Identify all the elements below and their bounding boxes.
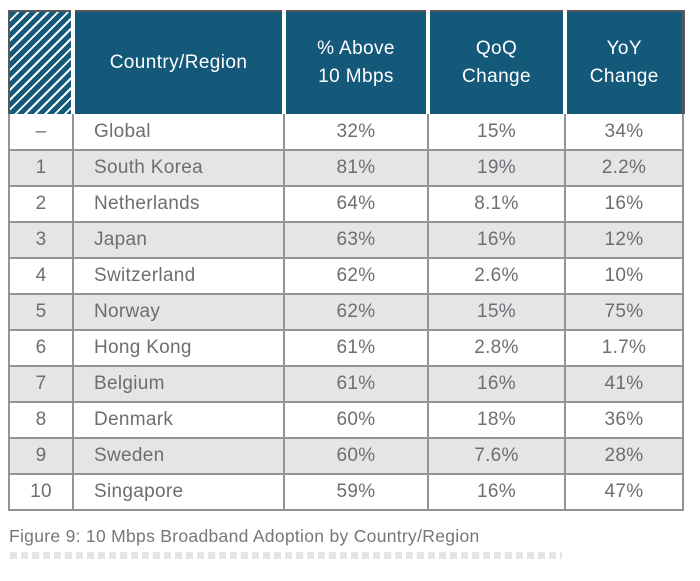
- rank-cell: 8: [8, 401, 74, 439]
- above-cell: 62%: [283, 293, 429, 331]
- yoy-cell: 75%: [564, 293, 684, 331]
- rank-cell: 2: [8, 185, 74, 223]
- country-cell: Denmark: [72, 401, 285, 439]
- qoq-cell: 16%: [427, 473, 566, 511]
- qoq-cell: 8.1%: [427, 185, 566, 223]
- qoq-cell: 15%: [427, 114, 566, 151]
- broadband-adoption-table: Country/Region % Above 10 Mbps QoQ Chang…: [8, 10, 685, 511]
- rank-cell: 6: [8, 329, 74, 367]
- table-row: 1 South Korea 81% 19% 2.2%: [8, 149, 684, 187]
- table-row: 4 Switzerland 62% 2.6% 10%: [8, 257, 684, 295]
- qoq-cell: 2.8%: [427, 329, 566, 367]
- rank-cell: 9: [8, 437, 74, 475]
- yoy-cell: 34%: [564, 114, 684, 151]
- table-row: 3 Japan 63% 16% 12%: [8, 221, 684, 259]
- country-cell: Sweden: [72, 437, 285, 475]
- table-row: 8 Denmark 60% 18% 36%: [8, 401, 684, 439]
- above-cell: 61%: [283, 329, 429, 367]
- header-qoq-change: QoQ Change: [426, 10, 565, 114]
- country-cell: Hong Kong: [72, 329, 285, 367]
- header-above-10mbps: % Above 10 Mbps: [282, 10, 428, 114]
- rank-cell: 4: [8, 257, 74, 295]
- qoq-cell: 18%: [427, 401, 566, 439]
- country-cell: Belgium: [72, 365, 285, 403]
- country-cell: Singapore: [72, 473, 285, 511]
- yoy-cell: 16%: [564, 185, 684, 223]
- country-cell: Global: [72, 114, 285, 151]
- yoy-cell: 2.2%: [564, 149, 684, 187]
- country-cell: Switzerland: [72, 257, 285, 295]
- table-body: – Global 32% 15% 34% 1 South Korea 81% 1…: [8, 114, 684, 511]
- yoy-cell: 36%: [564, 401, 684, 439]
- table-row: 6 Hong Kong 61% 2.8% 1.7%: [8, 329, 684, 367]
- table-row: 2 Netherlands 64% 8.1% 16%: [8, 185, 684, 223]
- above-cell: 59%: [283, 473, 429, 511]
- rank-cell: 5: [8, 293, 74, 331]
- yoy-cell: 1.7%: [564, 329, 684, 367]
- above-cell: 63%: [283, 221, 429, 259]
- above-cell: 32%: [283, 114, 429, 151]
- above-cell: 60%: [283, 401, 429, 439]
- country-cell: Norway: [72, 293, 285, 331]
- qoq-cell: 16%: [427, 365, 566, 403]
- above-cell: 62%: [283, 257, 429, 295]
- header-country: Country/Region: [71, 10, 284, 114]
- qoq-cell: 19%: [427, 149, 566, 187]
- cutoff-text-remnant: [10, 552, 562, 559]
- qoq-cell: 16%: [427, 221, 566, 259]
- above-cell: 60%: [283, 437, 429, 475]
- qoq-cell: 7.6%: [427, 437, 566, 475]
- yoy-cell: 41%: [564, 365, 684, 403]
- table-row: 10 Singapore 59% 16% 47%: [8, 473, 684, 511]
- qoq-cell: 15%: [427, 293, 566, 331]
- above-cell: 64%: [283, 185, 429, 223]
- rank-cell: 7: [8, 365, 74, 403]
- yoy-cell: 10%: [564, 257, 684, 295]
- table-row: – Global 32% 15% 34%: [8, 114, 684, 151]
- rank-cell: 1: [8, 149, 74, 187]
- figure-container: Country/Region % Above 10 Mbps QoQ Chang…: [8, 10, 685, 559]
- header-yoy-change: YoY Change: [563, 10, 685, 114]
- header-row: Country/Region % Above 10 Mbps QoQ Chang…: [8, 10, 685, 114]
- rank-cell: 3: [8, 221, 74, 259]
- rank-cell: –: [8, 114, 74, 151]
- above-cell: 81%: [283, 149, 429, 187]
- table-row: 7 Belgium 61% 16% 41%: [8, 365, 684, 403]
- qoq-cell: 2.6%: [427, 257, 566, 295]
- above-cell: 61%: [283, 365, 429, 403]
- yoy-cell: 12%: [564, 221, 684, 259]
- country-cell: Japan: [72, 221, 285, 259]
- country-cell: Netherlands: [72, 185, 285, 223]
- yoy-cell: 47%: [564, 473, 684, 511]
- country-cell: South Korea: [72, 149, 285, 187]
- table-row: 9 Sweden 60% 7.6% 28%: [8, 437, 684, 475]
- yoy-cell: 28%: [564, 437, 684, 475]
- figure-caption: Figure 9: 10 Mbps Broadband Adoption by …: [9, 526, 480, 546]
- rank-cell: 10: [8, 473, 74, 511]
- hatched-corner-cell: [8, 10, 75, 114]
- table-row: 5 Norway 62% 15% 75%: [8, 293, 684, 331]
- table-header: Country/Region % Above 10 Mbps QoQ Chang…: [8, 10, 685, 114]
